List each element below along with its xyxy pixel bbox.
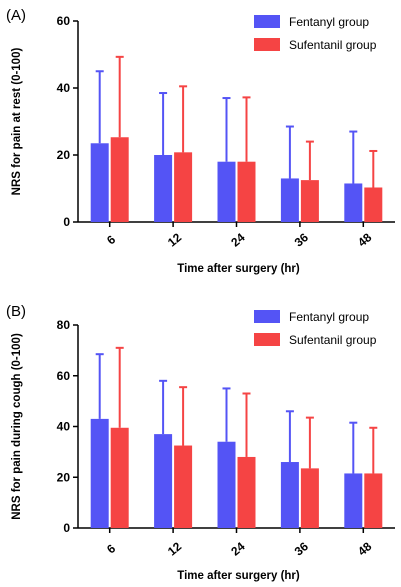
- bar-fentanyl: [217, 161, 236, 222]
- legend-label: Fentanyl group: [289, 15, 369, 29]
- bar-fentanyl: [154, 434, 173, 528]
- y-tick-label: 60: [57, 14, 71, 28]
- bar-fentanyl: [217, 441, 236, 528]
- x-tick-label: 6: [104, 541, 118, 556]
- x-tick-label: 36: [292, 230, 311, 250]
- bar-sufentanil: [237, 456, 256, 528]
- y-tick-label: 20: [57, 470, 71, 484]
- bar-fentanyl: [344, 183, 363, 222]
- bar-fentanyl: [280, 462, 299, 528]
- x-axis-title: Time after surgery (hr): [177, 570, 300, 582]
- bar-sufentanil: [300, 180, 319, 222]
- panel-label: (A): [6, 7, 26, 24]
- x-tick-label: 12: [165, 539, 184, 559]
- x-tick-label: 24: [228, 230, 247, 250]
- legend-label: Sufentanil group: [289, 38, 377, 52]
- legend-swatch: [254, 38, 280, 51]
- y-tick-label: 0: [63, 521, 70, 535]
- x-axis-title: Time after surgery (hr): [177, 263, 300, 275]
- x-tick-label: 36: [292, 539, 311, 559]
- y-axis-title: NRS for pain at rest (0-100): [11, 48, 23, 196]
- x-tick-label: 6: [104, 232, 118, 247]
- bar-sufentanil: [110, 137, 129, 222]
- y-axis-title: NRS for pain during cough (0-100): [11, 333, 23, 520]
- bar-sufentanil: [237, 161, 256, 222]
- panel-label: (B): [6, 303, 26, 320]
- bar-fentanyl: [154, 155, 173, 222]
- y-tick-label: 20: [57, 148, 71, 162]
- legend-label: Fentanyl group: [289, 310, 369, 324]
- y-tick-label: 40: [57, 420, 71, 434]
- y-tick-label: 40: [57, 81, 71, 95]
- y-tick-label: 80: [57, 318, 71, 332]
- bar-sufentanil: [174, 152, 193, 222]
- legend-swatch: [254, 310, 280, 323]
- bar-fentanyl: [280, 178, 299, 222]
- bar-sufentanil: [364, 473, 383, 528]
- bar-sufentanil: [364, 187, 383, 222]
- bar-sufentanil: [174, 445, 193, 528]
- bar-fentanyl: [90, 143, 109, 222]
- legend-swatch: [254, 333, 280, 346]
- x-tick-label: 48: [355, 539, 374, 559]
- y-tick-label: 0: [63, 215, 70, 229]
- legend-swatch: [254, 15, 280, 28]
- y-tick-label: 60: [57, 369, 71, 383]
- bar-sufentanil: [300, 468, 319, 528]
- chart-panel-a: (A) 0 20 40 60 NRS for pain at rest (0-100) 6 1…: [6, 7, 395, 275]
- bar-sufentanil: [110, 427, 129, 528]
- x-tick-label: 24: [228, 539, 247, 559]
- chart-panel-b: (B) 0 20 40 60 80 NRS for pain during cough (0…: [6, 303, 395, 582]
- bar-fentanyl: [344, 473, 363, 528]
- bar-fentanyl: [90, 418, 109, 528]
- legend-label: Sufentanil group: [289, 333, 377, 347]
- x-tick-label: 48: [355, 230, 374, 250]
- x-tick-label: 12: [165, 230, 184, 250]
